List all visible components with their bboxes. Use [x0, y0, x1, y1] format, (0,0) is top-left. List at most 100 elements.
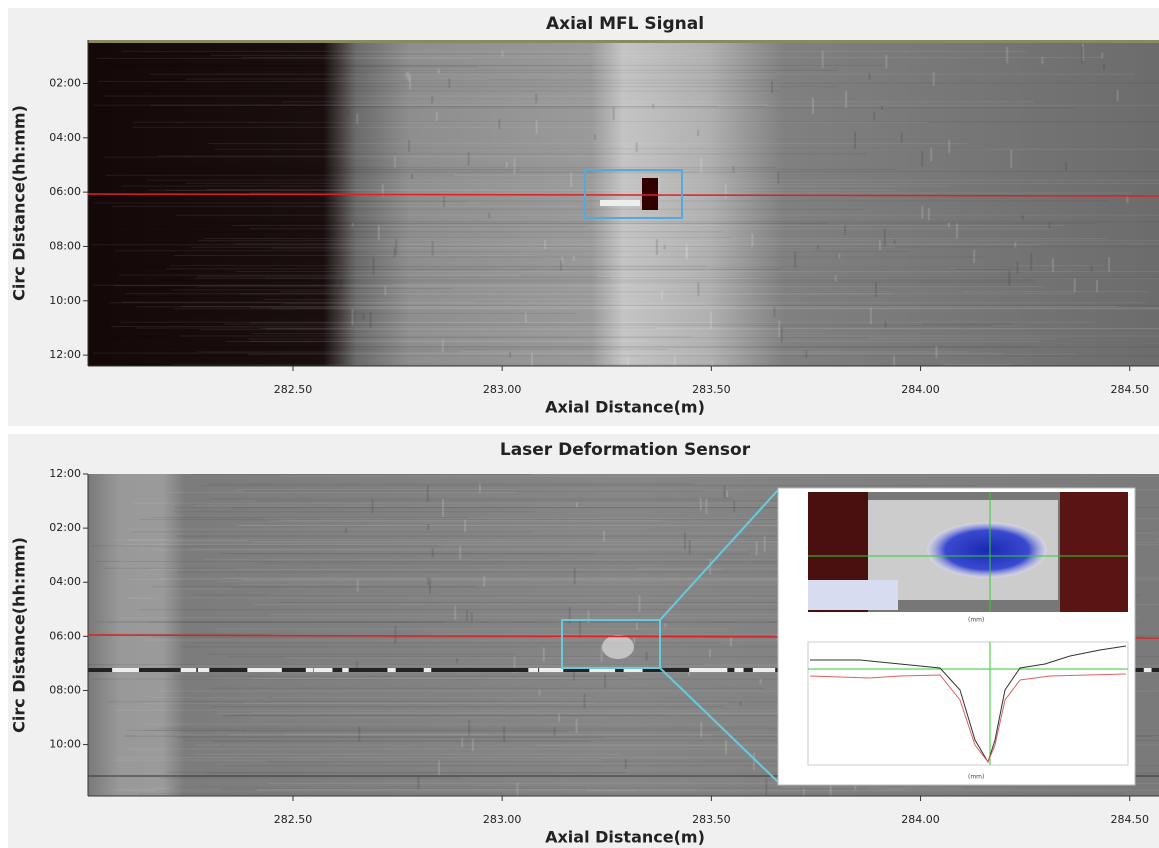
weld	[263, 668, 282, 672]
texture	[150, 174, 455, 176]
x-tick-label: 283.00	[483, 383, 522, 396]
texture	[192, 474, 532, 476]
texture	[1010, 149, 1013, 168]
texture	[283, 657, 639, 659]
weld	[88, 668, 1159, 672]
texture	[148, 621, 828, 623]
texture	[1016, 261, 1019, 274]
weld	[112, 668, 131, 672]
texture	[282, 303, 705, 305]
texture	[688, 539, 691, 555]
texture	[868, 73, 871, 80]
texture	[927, 207, 930, 221]
texture	[467, 152, 470, 166]
texture	[973, 249, 976, 263]
texture	[166, 771, 626, 773]
texture	[216, 713, 823, 715]
texture	[113, 284, 679, 286]
texture	[209, 678, 575, 680]
texture	[1081, 43, 1084, 62]
texture	[821, 51, 824, 68]
weld	[689, 668, 708, 672]
texture	[267, 265, 706, 267]
texture	[262, 246, 1159, 248]
texture	[210, 54, 691, 56]
texture	[700, 721, 703, 738]
texture	[956, 223, 959, 239]
texture	[122, 301, 475, 303]
y-tick-label: 10:00	[49, 738, 81, 751]
texture	[358, 726, 361, 742]
texture	[128, 539, 743, 541]
texture	[455, 658, 458, 664]
texture	[697, 129, 700, 136]
texture	[604, 673, 607, 688]
texture	[729, 635, 732, 647]
texture	[248, 338, 1057, 340]
texture	[269, 337, 868, 339]
highlight-box	[584, 169, 683, 219]
texture	[196, 286, 1045, 288]
texture	[687, 671, 690, 676]
weld	[342, 668, 349, 672]
texture	[229, 734, 713, 736]
texture	[723, 485, 726, 499]
texture	[1006, 46, 1009, 64]
texture	[214, 148, 1159, 150]
texture	[684, 532, 687, 550]
texture	[442, 195, 445, 208]
texture	[568, 607, 571, 624]
texture	[573, 568, 576, 585]
texture	[441, 499, 444, 517]
weld	[539, 668, 546, 672]
texture	[638, 595, 641, 612]
texture	[103, 567, 637, 569]
texture	[739, 701, 742, 706]
texture	[149, 73, 1135, 75]
weld	[180, 668, 197, 672]
texture	[805, 350, 808, 359]
texture	[509, 351, 512, 358]
texture	[1014, 241, 1017, 248]
texture	[133, 502, 937, 504]
texture	[431, 548, 434, 558]
texture	[144, 172, 737, 174]
texture	[234, 489, 1159, 491]
texture	[224, 577, 1159, 579]
texture	[134, 532, 1159, 534]
texture	[411, 174, 414, 180]
texture	[196, 744, 1159, 746]
texture	[875, 281, 878, 298]
texture	[661, 290, 664, 300]
texture	[135, 735, 926, 737]
texture	[802, 788, 805, 800]
texture	[257, 789, 1159, 791]
texture	[280, 291, 1150, 293]
texture	[468, 720, 471, 736]
y-tick-label: 04:00	[49, 131, 81, 144]
texture	[700, 158, 703, 174]
texture	[88, 64, 882, 66]
texture	[1116, 90, 1119, 102]
x-tick-label: 283.00	[483, 813, 522, 826]
texture	[253, 604, 1159, 606]
texture	[125, 748, 1014, 750]
texture	[356, 579, 359, 593]
texture	[195, 664, 1044, 666]
texture	[885, 54, 888, 69]
weld	[423, 668, 432, 672]
texture	[351, 308, 354, 326]
texture	[177, 736, 606, 738]
weld	[714, 668, 728, 672]
texture	[154, 312, 577, 314]
texture	[544, 240, 547, 249]
defect	[642, 178, 658, 210]
texture	[369, 312, 372, 329]
texture	[222, 105, 718, 107]
texture	[125, 168, 897, 170]
texture	[948, 140, 951, 153]
texture	[179, 335, 1159, 337]
y-tick-label: 04:00	[49, 575, 81, 588]
texture	[513, 158, 516, 175]
texture	[225, 765, 1159, 767]
